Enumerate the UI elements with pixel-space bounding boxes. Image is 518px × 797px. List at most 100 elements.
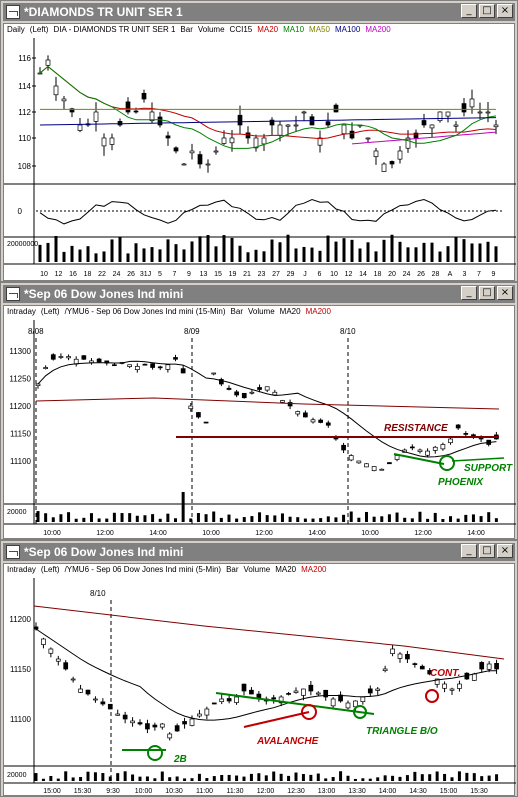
title-bar[interactable]: *Sep 06 Dow Jones Ind mini _ □ ×	[3, 285, 515, 303]
moving-average-line	[39, 117, 497, 126]
price-bar-body	[405, 137, 411, 149]
ma-label: MA20	[257, 25, 279, 34]
date-tick-label: 15	[214, 271, 222, 278]
price-bar-body	[197, 154, 203, 165]
price-bar-body	[301, 688, 306, 696]
volume-bar	[262, 251, 266, 262]
maximize-button[interactable]: □	[479, 286, 495, 300]
maximize-button[interactable]: □	[479, 4, 495, 18]
date-tick-label: 18	[84, 271, 92, 278]
volume-bar	[93, 772, 97, 781]
window-title: *DIAMONDS TR UNIT SER 1	[24, 5, 183, 19]
date-tick-label: 13	[200, 271, 208, 278]
price-bar-body	[373, 150, 379, 157]
date-tick-label: 5	[158, 271, 162, 278]
volume-bar	[168, 777, 172, 781]
volume-bar	[368, 778, 372, 781]
title-bar[interactable]: *DIAMONDS TR UNIT SER 1 _ □ ×	[3, 3, 515, 21]
chart-area[interactable]: Intraday (Left) /YMU6 - Sep 06 Dow Jones I…	[3, 563, 516, 796]
volume-bar	[222, 235, 226, 262]
price-tick-label: 11200	[9, 402, 31, 411]
volume-bar	[46, 242, 50, 262]
volume-bar	[67, 512, 71, 522]
volume-bar	[258, 512, 262, 522]
info-axis: (Left)	[40, 565, 60, 574]
time-tick-label: 10:00	[361, 530, 379, 537]
price-bar-body	[173, 357, 178, 360]
price-bar-body	[333, 104, 339, 113]
price-bar-body	[226, 387, 232, 390]
price-bar-body	[100, 701, 106, 705]
time-tick-label: 12:00	[96, 530, 114, 537]
volume-bar	[435, 771, 439, 781]
date-tick-label: J	[303, 271, 307, 278]
volume-bar	[410, 518, 414, 522]
2b-circle	[147, 745, 163, 761]
info-style: Bar	[180, 25, 193, 34]
price-bar-body	[149, 111, 155, 122]
volume-bar	[310, 247, 314, 262]
price-bar-body	[280, 400, 285, 403]
price-bar-body	[205, 163, 211, 166]
close-button[interactable]: ×	[497, 286, 513, 300]
volume-bar	[101, 773, 105, 781]
chart-area[interactable]: Daily (Left) DIA - DIAMONDS TR UNIT SER 1 B…	[3, 23, 516, 281]
info-symbol: /YMU6 - Sep 06 Dow Jones Ind mini (5-Min…	[64, 565, 222, 574]
phoenix-circle	[439, 455, 455, 471]
volume-bar	[153, 778, 157, 781]
price-bar-body	[142, 363, 148, 366]
minimize-button[interactable]: _	[461, 4, 477, 18]
volume-bar	[403, 517, 407, 522]
volume-bar	[486, 241, 490, 262]
time-tick-label: 10:00	[202, 530, 220, 537]
minimize-button[interactable]: _	[461, 544, 477, 558]
chart-area[interactable]: Intraday (Left) /YMU6 - Sep 06 Dow Jones I…	[3, 305, 516, 539]
volume-bar	[151, 514, 155, 522]
moving-average-line	[39, 65, 497, 140]
price-bar-body	[145, 723, 150, 730]
minimize-button[interactable]: _	[461, 286, 477, 300]
price-bar-body	[360, 696, 366, 703]
volume-bar	[135, 515, 139, 522]
volume-bar	[479, 516, 483, 522]
date-tick-label: 24	[403, 271, 411, 278]
ma-label: MA10	[283, 25, 305, 34]
support-line	[451, 457, 505, 462]
price-bar-body	[413, 132, 419, 139]
date-tick-label: 12	[345, 271, 353, 278]
date-tick-label: 31J	[140, 271, 151, 278]
title-bar[interactable]: *Sep 06 Dow Jones Ind mini _ □ ×	[3, 543, 515, 561]
volume-bar	[183, 778, 187, 781]
price-bar-body	[371, 466, 377, 471]
price-bar-body	[469, 98, 475, 108]
volume-bar	[120, 513, 124, 522]
maximize-button[interactable]: □	[479, 544, 495, 558]
volume-bar	[182, 249, 186, 262]
price-bar-body	[425, 450, 430, 456]
price-bar-body	[219, 698, 225, 703]
volume-bar	[34, 773, 38, 781]
price-bar-body	[226, 698, 232, 702]
volume-bar	[190, 778, 194, 781]
volume-bar	[196, 513, 200, 522]
date-tick-label: 24	[113, 271, 121, 278]
continuation-label: CONT.	[430, 668, 460, 679]
info-volume: Volume	[247, 307, 275, 316]
volume-bar	[495, 774, 499, 781]
price-bar-body	[293, 690, 299, 693]
volume-bar	[438, 251, 442, 262]
volume-bar	[242, 776, 246, 781]
price-bar-body	[317, 137, 323, 146]
volume-bar	[391, 775, 395, 781]
price-bar-body	[150, 363, 155, 368]
close-button[interactable]: ×	[497, 4, 513, 18]
intraday-15min-chart: 11300 11250 11200 11150 11100 20000 8/08 8/09 8/…	[4, 320, 516, 537]
date-tick-label: 6	[318, 271, 322, 278]
price-bar-body	[134, 366, 140, 370]
price-tick-label: 11100	[10, 457, 32, 466]
info-ma: MA20	[275, 565, 297, 574]
window-title: *Sep 06 Dow Jones Ind mini	[24, 287, 184, 301]
volume-bar	[326, 235, 330, 262]
volume-bar	[456, 518, 460, 522]
close-button[interactable]: ×	[497, 544, 513, 558]
